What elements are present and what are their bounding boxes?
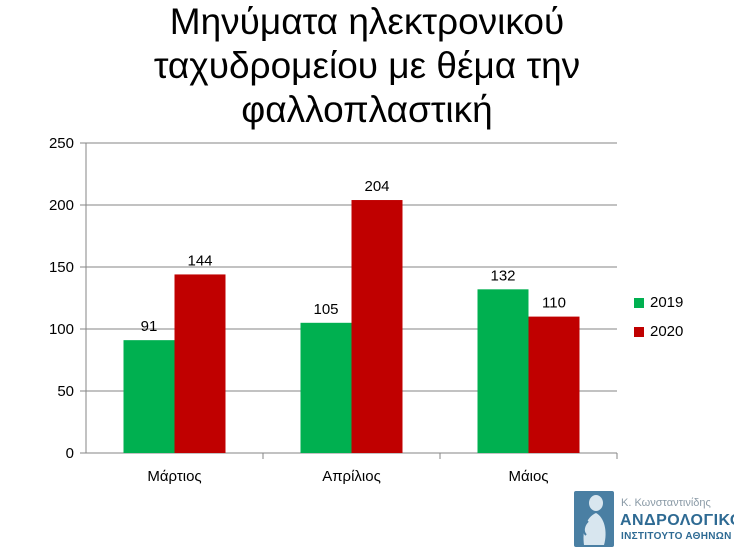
chart-title-line-1: Μηνύματα ηλεκτρονικού [169, 1, 565, 42]
logo-author: Κ. Κωνσταντινίδης [621, 497, 711, 509]
statue-logo-icon [574, 491, 614, 547]
legend-label-2019: 2019 [650, 294, 684, 311]
logo-subtitle: ΙΝΣΤΙΤΟΥΤΟ ΑΘΗΝΩΝ [621, 531, 732, 542]
bar-2020-1 [174, 274, 226, 453]
x-tick-label: Απρίλιος [322, 468, 381, 485]
logo-name: ΑΝΔΡΟΛΟΓΙΚΟ [620, 512, 734, 529]
legend-swatch-2020 [634, 326, 644, 337]
data-label: 105 [313, 301, 338, 318]
data-label: 132 [490, 267, 515, 284]
legend-item-2020: 2020 [634, 317, 683, 346]
bar-2019-3 [477, 289, 529, 453]
legend-label-2020: 2020 [650, 323, 684, 340]
bar-2019-2 [300, 322, 352, 453]
y-tick-label: 100 [49, 321, 74, 338]
legend-swatch-2019 [634, 297, 644, 308]
chart-title-line-2: ταχυδρομείου με θέμα την [153, 45, 581, 86]
x-tick-label: Μάρτιος [147, 468, 201, 485]
data-label: 110 [542, 295, 566, 312]
data-label: 204 [364, 178, 389, 195]
y-tick-label: 50 [57, 383, 74, 400]
bar-2020-3 [528, 316, 580, 453]
bars [123, 200, 580, 453]
y-tick-label: 150 [49, 259, 74, 276]
data-label: 91 [141, 318, 158, 335]
legend-item-2019: 2019 [634, 288, 683, 317]
y-tick-label: 250 [49, 135, 74, 152]
y-tick-label: 0 [66, 445, 74, 462]
data-label: 144 [187, 252, 212, 269]
y-tick-label: 200 [49, 197, 74, 214]
bar-2019-1 [123, 340, 175, 453]
bar-2020-2 [351, 200, 403, 453]
x-tick-label: Μάιος [508, 468, 548, 485]
chart-title: Μηνύματα ηλεκτρονικού ταχυδρομείου με θέ… [0, 0, 734, 132]
labels: 0 50 100 150 200 250 Μάρτιος 91 144 Απρίλιος 105 20… [49, 135, 566, 485]
institute-logo: Κ. Κωνσταντινίδης ΑΝΔΡΟΛΟΓΙΚΟ ΙΝΣΤΙΤΟΥΤΟ… [574, 489, 734, 549]
chart-title-line-3: φαλλοπλαστική [241, 89, 493, 130]
legend: 2019 2020 [634, 288, 683, 346]
